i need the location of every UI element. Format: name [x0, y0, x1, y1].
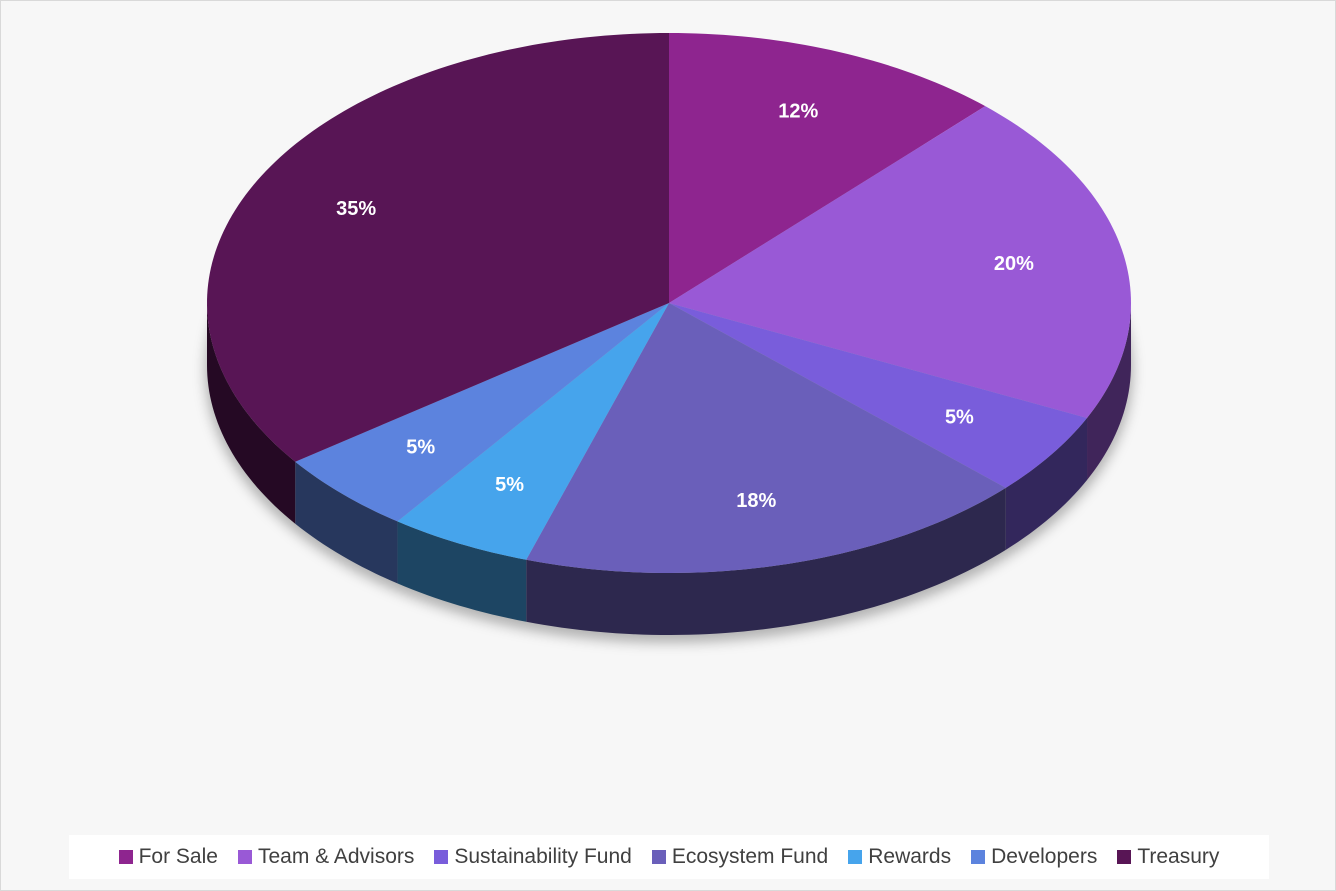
data-label-ecosystem-fund: 18%: [736, 490, 776, 512]
data-label-treasury: 35%: [336, 198, 376, 220]
data-labels: 12% 20% 5% 18% 5% 5% 35%: [336, 100, 1034, 512]
legend-swatch: [434, 850, 449, 864]
legend-label: Treasury: [1137, 845, 1220, 868]
legend-item-treasury[interactable]: Treasury: [1117, 845, 1219, 869]
legend-label: Ecosystem Fund: [671, 845, 829, 868]
legend-swatch: [237, 850, 252, 864]
pie-side-walls: [207, 303, 1131, 635]
pie-slice-for-sale[interactable]: [669, 33, 986, 303]
legend-item-for-sale[interactable]: For Sale: [118, 845, 218, 869]
data-label-for-sale: 12%: [778, 100, 818, 122]
pie-side-ecosystem-fund: [526, 487, 1006, 635]
data-label-rewards: 5%: [495, 474, 524, 496]
pie-side-team-advisors: [1087, 303, 1131, 480]
legend-label: Sustainability Fund: [454, 845, 632, 868]
legend-swatch: [1117, 850, 1132, 864]
legend-swatch: [848, 850, 863, 864]
legend-label: For Sale: [138, 845, 218, 868]
pie-side-sustainability-fund: [1005, 417, 1088, 550]
data-label-developers: 5%: [406, 436, 435, 458]
legend-label: Rewards: [868, 845, 952, 868]
legend-item-team-advisors[interactable]: Team & Advisors: [237, 845, 415, 869]
pie-side-rewards: [397, 521, 527, 622]
pie-side-developers: [295, 461, 398, 584]
pie-slice-treasury[interactable]: [207, 33, 669, 462]
pie-slice-rewards[interactable]: [397, 303, 669, 560]
pie-slice-developers[interactable]: [295, 303, 669, 522]
legend-item-ecosystem-fund[interactable]: Ecosystem Fund: [651, 845, 829, 869]
legend-swatch: [118, 850, 133, 864]
pie-slice-team-advisors[interactable]: [669, 106, 1131, 418]
legend-item-rewards[interactable]: Rewards: [848, 845, 951, 869]
legend-label: Developers: [991, 845, 1098, 868]
legend-item-sustainability-fund[interactable]: Sustainability Fund: [434, 845, 632, 869]
pie-slice-sustainability-fund[interactable]: [669, 303, 1088, 488]
pie-side-treasury: [207, 303, 296, 524]
legend-label: Team & Advisors: [257, 845, 415, 868]
pie-slice-ecosystem-fund[interactable]: [526, 303, 1006, 573]
legend: For Sale Team & Advisors Sustainability Fu…: [69, 835, 1269, 879]
pie-top-faces: [207, 33, 1131, 573]
legend-item-developers[interactable]: Developers: [971, 845, 1097, 869]
data-label-team-advisors: 20%: [994, 253, 1034, 275]
legend-swatch: [651, 850, 666, 864]
data-label-sustainability-fund: 5%: [945, 407, 974, 429]
legend-swatch: [971, 850, 986, 864]
